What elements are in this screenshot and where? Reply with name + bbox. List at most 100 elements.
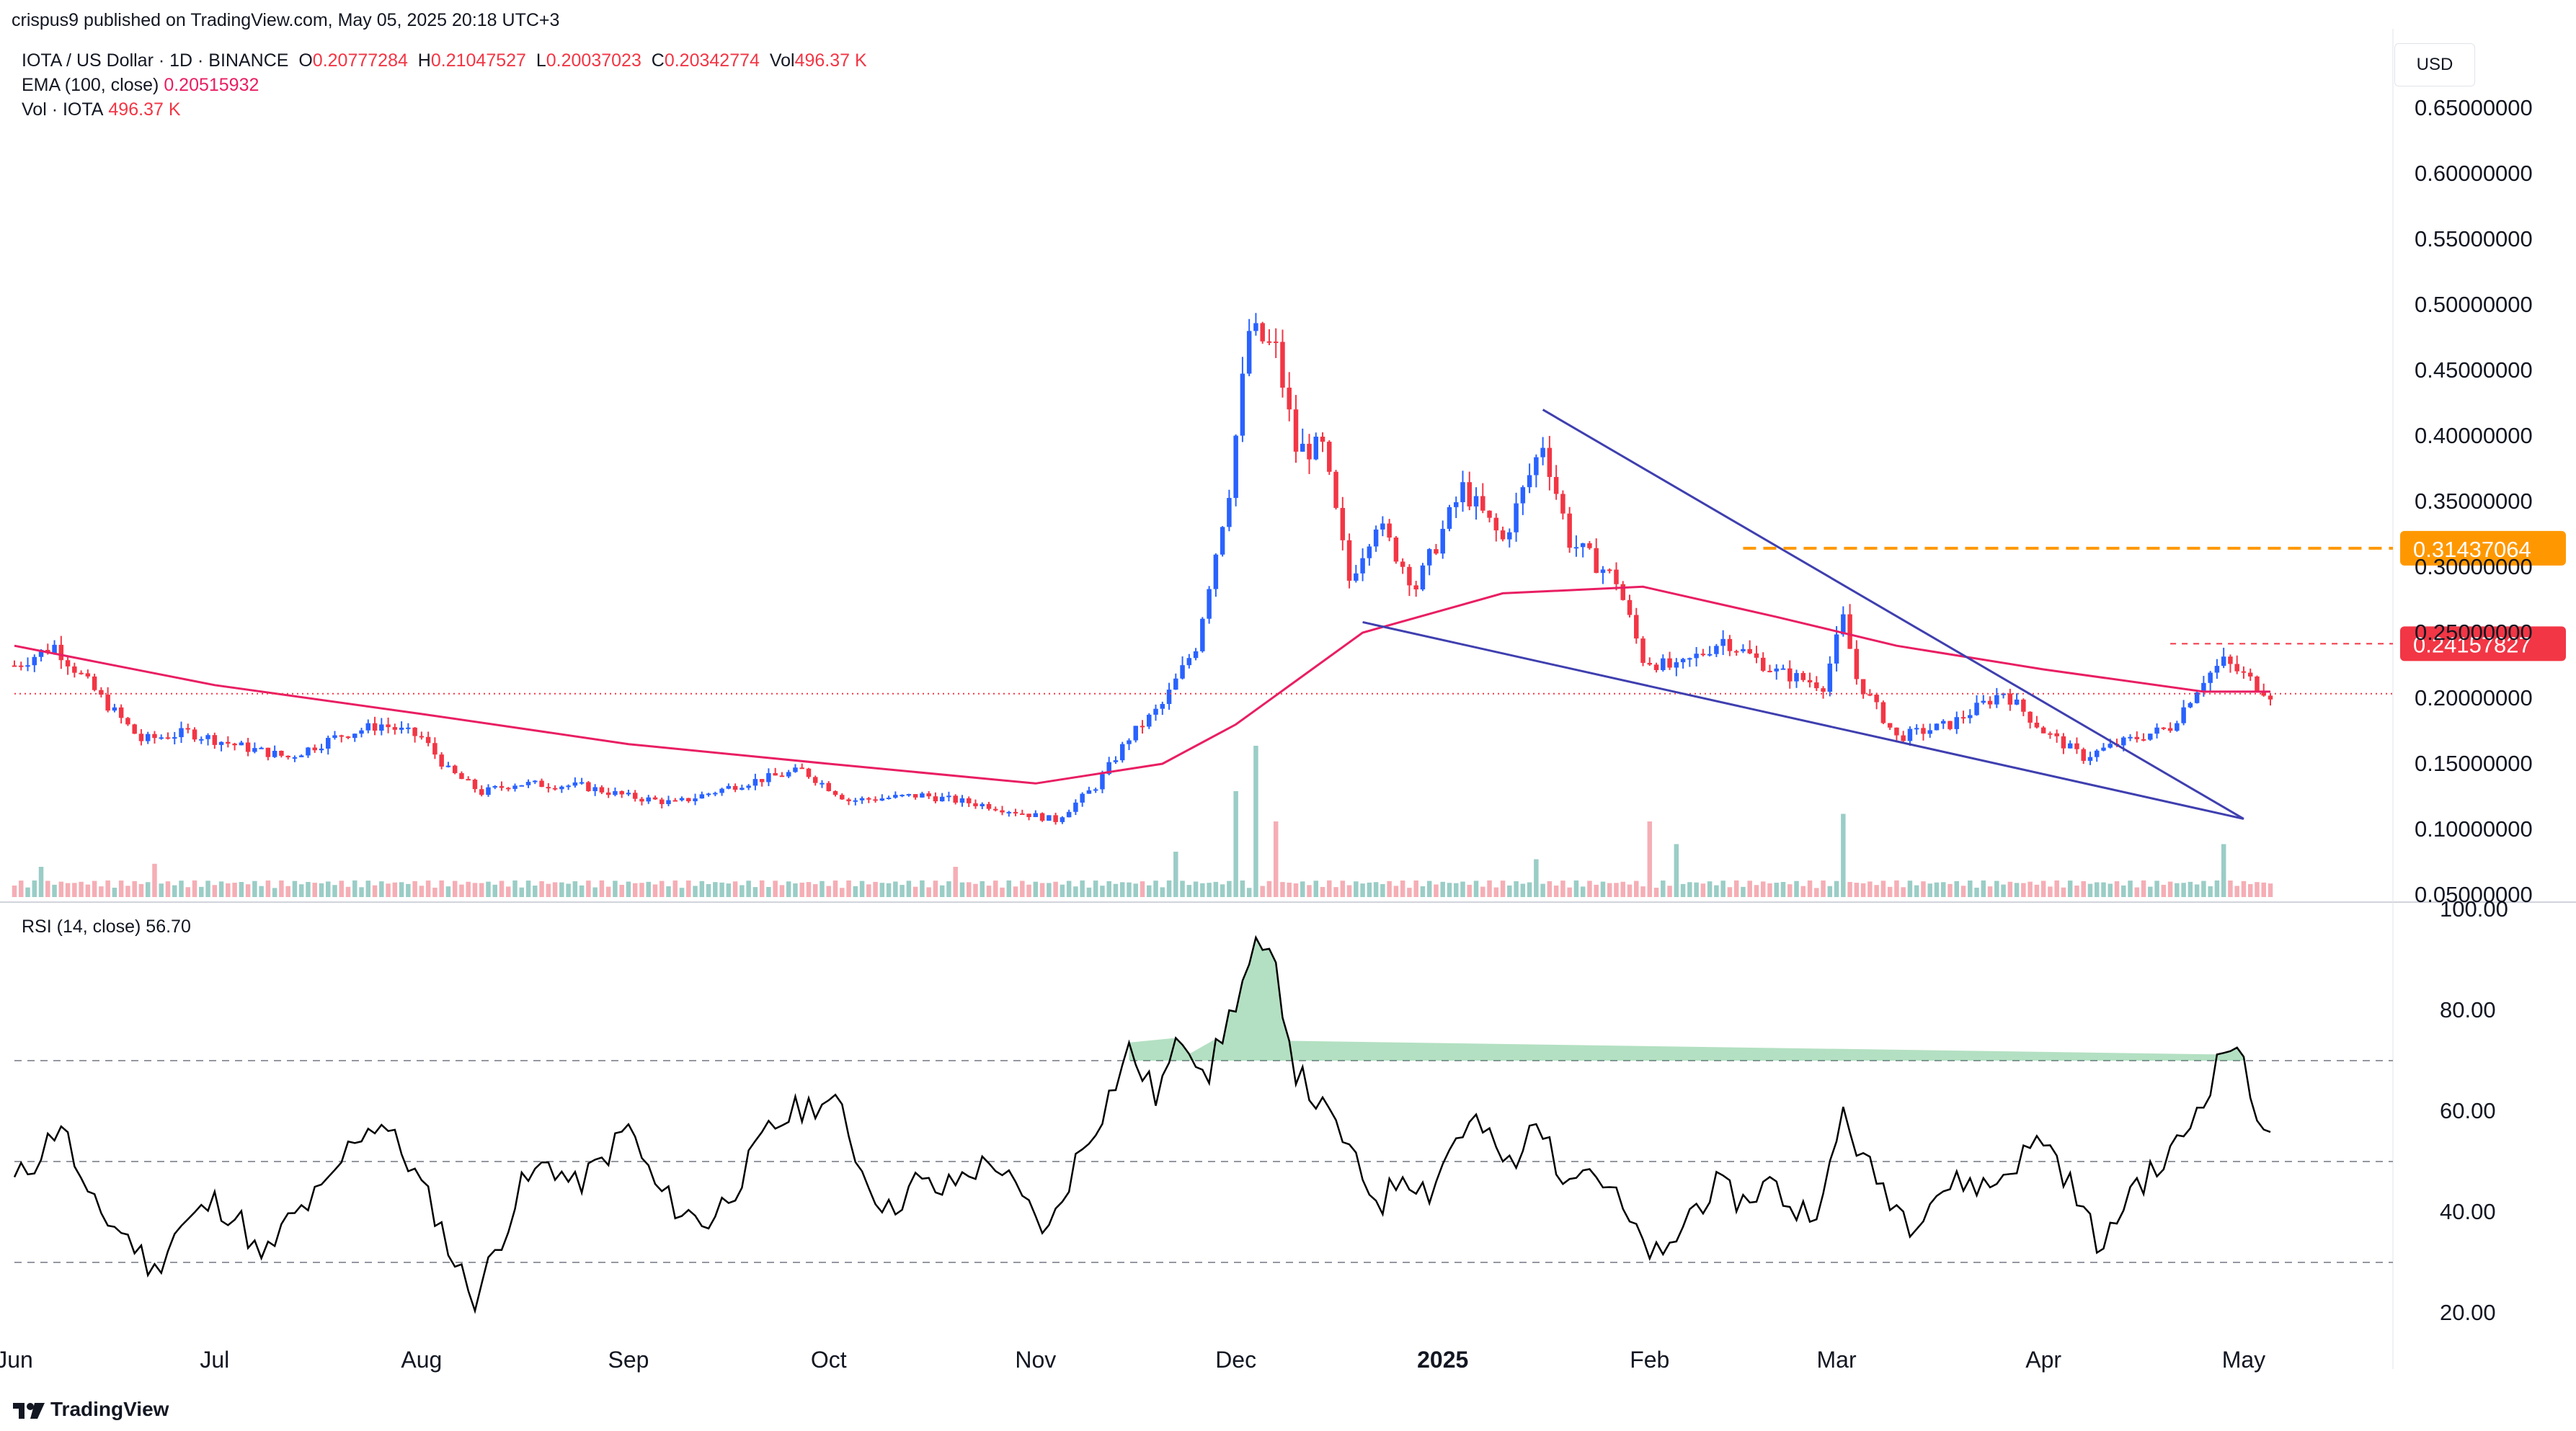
volume-bar	[605, 886, 611, 897]
volume-bar	[1680, 883, 1686, 897]
candle-body	[1447, 507, 1452, 529]
volume-bar	[1147, 885, 1152, 897]
candle-body	[546, 787, 551, 789]
rsi-line	[13, 935, 2271, 1314]
volume-bar	[619, 884, 624, 897]
candle-body	[906, 794, 912, 796]
volume-bar	[172, 885, 177, 897]
candle-body	[185, 728, 191, 730]
candle-body	[145, 734, 151, 741]
volume-bar	[1420, 886, 1426, 897]
volume-bar	[1954, 881, 1960, 897]
volume-bar	[886, 883, 892, 897]
rsi-label: RSI (14, close)	[22, 917, 141, 937]
candle-body	[2141, 739, 2146, 741]
volume-bar	[165, 881, 171, 897]
candle-body	[2175, 723, 2180, 731]
volume-bar	[1127, 882, 1132, 897]
volume-bar	[399, 882, 404, 897]
time-tick-label: Mar	[1817, 1347, 1857, 1373]
candle-body	[479, 789, 484, 795]
volume-bar	[1307, 885, 1312, 897]
candle-body	[519, 785, 525, 787]
candle-body	[1634, 615, 1639, 639]
volume-bar	[1968, 881, 1973, 897]
candle-body	[1553, 476, 1559, 494]
candle-body	[1627, 599, 1633, 615]
volume-bar	[632, 883, 638, 897]
candle-body	[2194, 692, 2200, 703]
candle-body	[105, 695, 110, 711]
candle-body	[1413, 585, 1418, 590]
volume-bar	[820, 881, 825, 897]
volume-bar	[539, 881, 544, 897]
rsi-tick-label: 60.00	[2440, 1098, 2496, 1123]
volume-bar	[2268, 883, 2273, 897]
volume-bar	[579, 885, 585, 897]
candle-body	[699, 794, 705, 799]
volume-bar	[1700, 883, 1706, 897]
volume-bar	[38, 867, 44, 897]
volume-bar	[2114, 881, 2120, 897]
candle-body	[1487, 510, 1492, 518]
volume-bar	[132, 881, 137, 897]
volume-bar	[159, 883, 164, 897]
candle-body	[793, 767, 798, 772]
candle-body	[1714, 646, 1719, 654]
candle-body	[912, 794, 918, 798]
volume-bar	[466, 881, 471, 897]
volume-bar	[2001, 884, 2006, 897]
volume-bar	[1407, 888, 1412, 897]
candle-body	[879, 798, 885, 801]
volume-bar	[786, 881, 791, 897]
volume-bar	[306, 882, 311, 897]
candle-body	[1434, 549, 1439, 554]
candle-body	[799, 767, 804, 770]
candle-body	[445, 765, 451, 767]
candle-body	[959, 798, 965, 803]
candle-body	[1240, 373, 1245, 436]
rsi-pane	[13, 935, 2393, 1314]
candle-body	[1086, 790, 1092, 794]
candle-body	[472, 780, 478, 790]
volume-bar	[1173, 852, 1178, 897]
candle-body	[1800, 673, 1806, 680]
volume-bar	[1687, 882, 1692, 897]
tradingview-logo[interactable]: TradingView	[13, 1398, 169, 1421]
candle-body	[672, 800, 678, 802]
volume-bar	[425, 881, 431, 897]
candle-body	[72, 666, 77, 673]
candle-body	[1927, 730, 1932, 734]
candle-body	[973, 803, 978, 806]
candle-body	[1667, 658, 1672, 668]
volume-bar	[2028, 881, 2033, 897]
candle-body	[1754, 653, 1759, 658]
volume-bar	[339, 881, 344, 897]
open-value: 0.20777284	[312, 50, 408, 71]
candle-body	[2188, 703, 2193, 708]
volume-bar	[232, 883, 237, 897]
candle-body	[1880, 702, 1886, 723]
open-label: O	[298, 50, 313, 71]
candle-body	[1854, 648, 1860, 679]
volume-bar	[946, 881, 951, 897]
price-label-text: 0.31437064	[2413, 537, 2531, 562]
volume-bar	[1987, 886, 1993, 897]
currency-button[interactable]: USD	[2394, 43, 2475, 86]
candle-body	[1100, 774, 1105, 790]
volume-bar	[906, 881, 912, 897]
candle-body	[820, 783, 825, 785]
volume-bar	[65, 883, 71, 897]
candle-body	[920, 793, 925, 798]
volume-bar	[32, 880, 37, 897]
candle-body	[2234, 664, 2239, 672]
volume-bar	[1507, 885, 1512, 897]
candle-body	[1653, 664, 1659, 670]
wedge-trendline	[1362, 620, 2244, 820]
volume-bar	[1907, 881, 1913, 897]
volume-bar	[279, 880, 284, 897]
volume-bar	[1640, 886, 1645, 897]
volume-bar	[352, 880, 357, 897]
volume-bar	[1426, 881, 1432, 897]
